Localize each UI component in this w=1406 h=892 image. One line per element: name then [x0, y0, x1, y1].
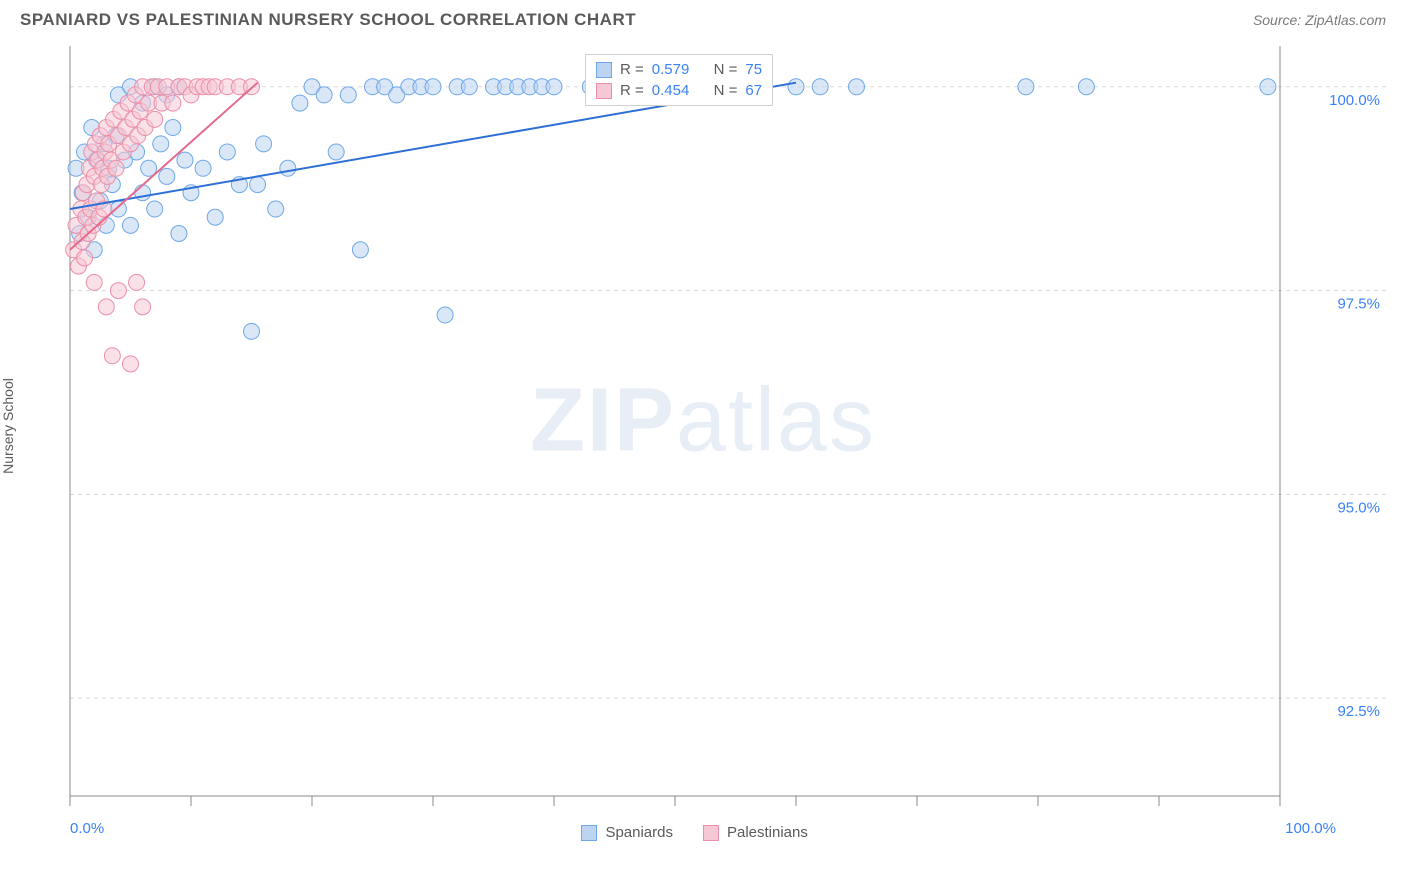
legend-n-value: 67	[745, 82, 762, 99]
legend-swatch	[581, 825, 597, 841]
legend-inset: R = 0.579 N = 75R = 0.454 N = 67	[585, 54, 773, 106]
legend-r-value: 0.454	[652, 82, 690, 99]
legend-n-label: N =	[714, 61, 738, 78]
legend-row: R = 0.579 N = 75	[596, 59, 762, 80]
legend-r-value: 0.579	[652, 61, 690, 78]
legend-r-label: R =	[620, 82, 644, 99]
legend-swatch	[703, 825, 719, 841]
chart-area: Nursery School ZIPatlas 92.5%95.0%97.5%1…	[20, 36, 1386, 816]
header: SPANIARD VS PALESTINIAN NURSERY SCHOOL C…	[0, 0, 1406, 36]
chart-title: SPANIARD VS PALESTINIAN NURSERY SCHOOL C…	[20, 10, 636, 30]
legend-item: Spaniards	[581, 824, 673, 841]
scatter-chart: 92.5% 95.0% 97.5% 100.0%	[20, 36, 1386, 816]
legend-row: R = 0.454 N = 67	[596, 80, 762, 101]
legend-n-value: 75	[745, 61, 762, 78]
x-axis-labels: 0.0% Spaniards Palestinians 100.0%	[20, 816, 1386, 841]
y-axis-label: Nursery School	[0, 378, 16, 474]
legend-swatch	[596, 62, 612, 78]
svg-text:97.5%: 97.5%	[1337, 296, 1380, 313]
x-min-label: 0.0%	[70, 820, 104, 841]
legend-swatch	[596, 83, 612, 99]
legend-label: Spaniards	[605, 824, 673, 841]
legend-item: Palestinians	[703, 824, 808, 841]
source-label: Source: ZipAtlas.com	[1253, 12, 1386, 28]
svg-text:92.5%: 92.5%	[1337, 703, 1380, 720]
svg-text:100.0%: 100.0%	[1329, 92, 1380, 109]
legend-r-label: R =	[620, 61, 644, 78]
legend-label: Palestinians	[727, 824, 808, 841]
x-max-label: 100.0%	[1285, 820, 1336, 841]
svg-text:95.0%: 95.0%	[1337, 499, 1380, 516]
legend-n-label: N =	[714, 82, 738, 99]
bottom-legend: Spaniards Palestinians	[581, 824, 807, 841]
